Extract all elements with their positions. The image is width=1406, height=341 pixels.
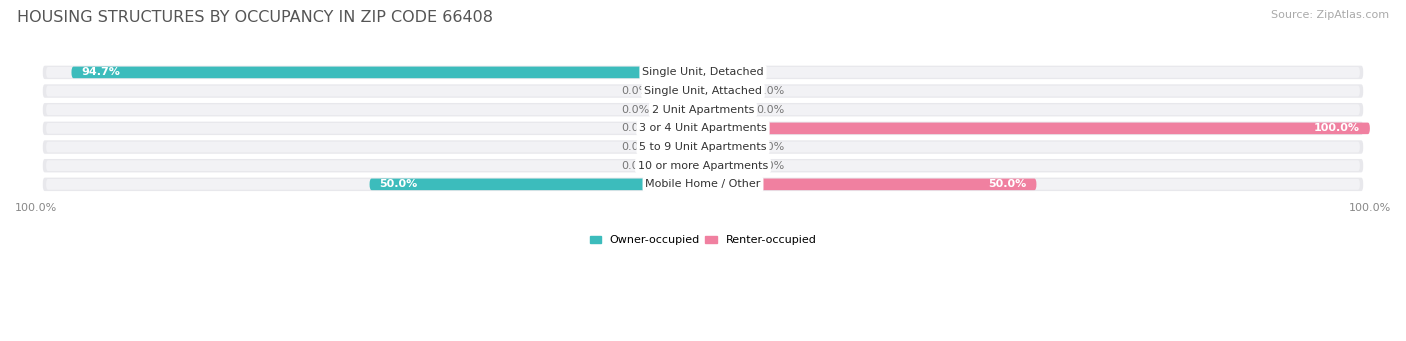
- Text: Mobile Home / Other: Mobile Home / Other: [645, 179, 761, 189]
- Text: 0.0%: 0.0%: [621, 142, 650, 152]
- FancyBboxPatch shape: [703, 122, 1369, 134]
- FancyBboxPatch shape: [42, 122, 1364, 135]
- Text: 50.0%: 50.0%: [988, 179, 1026, 189]
- Text: 5 to 9 Unit Apartments: 5 to 9 Unit Apartments: [640, 142, 766, 152]
- Text: 0.0%: 0.0%: [756, 105, 785, 115]
- Text: Single Unit, Attached: Single Unit, Attached: [644, 86, 762, 96]
- Text: 94.7%: 94.7%: [82, 68, 121, 77]
- Text: 5.3%: 5.3%: [697, 68, 728, 77]
- FancyBboxPatch shape: [703, 179, 1036, 190]
- FancyBboxPatch shape: [46, 104, 1360, 115]
- FancyBboxPatch shape: [703, 104, 749, 115]
- FancyBboxPatch shape: [42, 178, 1364, 191]
- FancyBboxPatch shape: [46, 67, 1360, 78]
- FancyBboxPatch shape: [657, 161, 703, 171]
- Text: 0.0%: 0.0%: [621, 86, 650, 96]
- Text: 2 Unit Apartments: 2 Unit Apartments: [652, 105, 754, 115]
- Text: 3 or 4 Unit Apartments: 3 or 4 Unit Apartments: [640, 123, 766, 133]
- Text: 0.0%: 0.0%: [621, 123, 650, 133]
- FancyBboxPatch shape: [703, 86, 749, 96]
- Text: 0.0%: 0.0%: [756, 86, 785, 96]
- FancyBboxPatch shape: [370, 179, 703, 190]
- FancyBboxPatch shape: [703, 161, 749, 171]
- FancyBboxPatch shape: [42, 84, 1364, 98]
- Text: HOUSING STRUCTURES BY OCCUPANCY IN ZIP CODE 66408: HOUSING STRUCTURES BY OCCUPANCY IN ZIP C…: [17, 10, 494, 25]
- FancyBboxPatch shape: [703, 142, 749, 152]
- Text: Source: ZipAtlas.com: Source: ZipAtlas.com: [1271, 10, 1389, 20]
- FancyBboxPatch shape: [657, 104, 703, 115]
- FancyBboxPatch shape: [42, 159, 1364, 173]
- FancyBboxPatch shape: [42, 66, 1364, 79]
- Text: 0.0%: 0.0%: [756, 161, 785, 171]
- FancyBboxPatch shape: [657, 86, 703, 96]
- Legend: Owner-occupied, Renter-occupied: Owner-occupied, Renter-occupied: [585, 231, 821, 250]
- Text: 100.0%: 100.0%: [1313, 123, 1360, 133]
- FancyBboxPatch shape: [657, 123, 703, 134]
- FancyBboxPatch shape: [42, 140, 1364, 154]
- FancyBboxPatch shape: [46, 123, 1360, 134]
- FancyBboxPatch shape: [42, 103, 1364, 116]
- FancyBboxPatch shape: [46, 179, 1360, 190]
- FancyBboxPatch shape: [46, 86, 1360, 97]
- Text: 10 or more Apartments: 10 or more Apartments: [638, 161, 768, 171]
- Text: 0.0%: 0.0%: [621, 161, 650, 171]
- FancyBboxPatch shape: [703, 66, 738, 78]
- Text: 0.0%: 0.0%: [756, 142, 785, 152]
- Text: Single Unit, Detached: Single Unit, Detached: [643, 68, 763, 77]
- FancyBboxPatch shape: [72, 66, 703, 78]
- FancyBboxPatch shape: [657, 142, 703, 152]
- Text: 0.0%: 0.0%: [621, 105, 650, 115]
- Text: 50.0%: 50.0%: [380, 179, 418, 189]
- FancyBboxPatch shape: [46, 160, 1360, 171]
- FancyBboxPatch shape: [46, 142, 1360, 152]
